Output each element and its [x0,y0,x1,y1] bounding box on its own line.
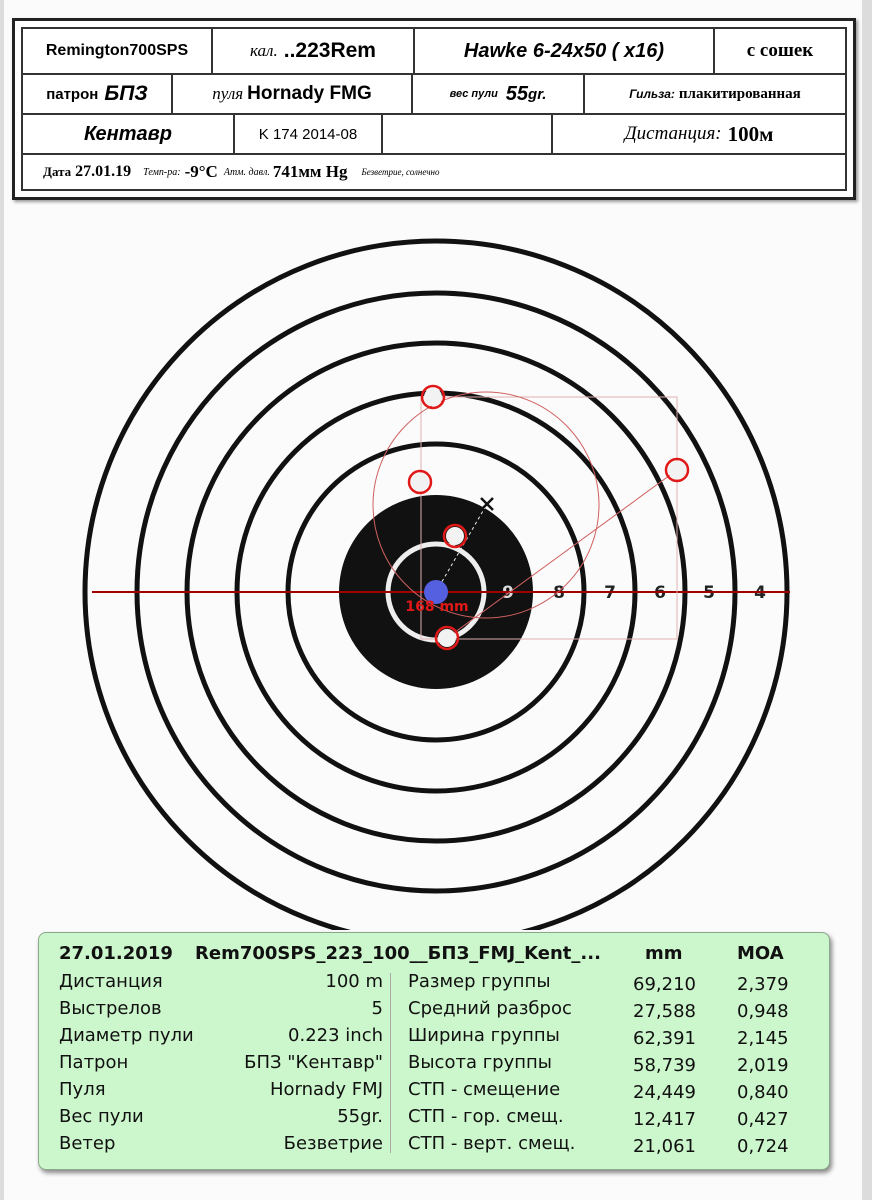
scope: Hawke 6-24x50 ( x16) [415,29,715,73]
stat-mm: 21,061 [633,1136,696,1157]
caliber: ..223Rem [283,39,376,62]
cartridge: БПЗ [104,82,148,105]
stat-label: Дистанция [59,971,163,992]
stat-label: Патрон [59,1052,129,1073]
distance-cell: Дистанция: 100м [553,115,845,153]
offset-line [435,503,488,593]
caliber-label: кал. [250,41,278,60]
date: 27.01.19 [75,163,132,180]
distance: 100м [727,121,774,146]
bullet-hole [668,461,686,479]
bullet: Hornady FMG [247,83,372,104]
stat-value: 0.223 inch [288,1025,383,1046]
stat-moa: 2,019 [737,1055,789,1076]
shot-marker [442,523,468,549]
stat-label: Средний разброс [408,998,572,1019]
stats-date: 27.01.2019 [59,943,173,964]
group-box [420,396,678,640]
case: плакитированная [678,85,801,102]
cartridge-cell: патрон БПЗ [23,75,173,113]
bullet-hole [438,629,456,647]
col-mm: mm [645,943,683,964]
stat-moa: 0,948 [737,1001,789,1022]
stat-label: СТП - верт. смещ. [408,1133,576,1154]
case-label: Гильза: [629,87,675,101]
stat-label: Вес пули [59,1106,144,1127]
aim-point [424,580,448,604]
stat-label: СТП - смещение [408,1079,561,1100]
lot: K 174 2014-08 [235,115,383,153]
stat-moa: 0,840 [737,1082,789,1103]
stat-value: Безветрие [283,1133,383,1154]
pressure: 741мм Hg [272,162,348,181]
stat-label: Ширина группы [408,1025,560,1046]
stat-label: Размер группы [408,971,551,992]
shot-marker [420,384,446,410]
col-moa: MOA [737,943,784,964]
conditions: Дата 27.01.19 Темп-ра: -9°C Атм. давл. 7… [23,155,845,189]
date-label: Дата [43,164,72,179]
stat-label: СТП - гор. смещ. [408,1106,564,1127]
bullet-weight-cell: вес пули 55 gr. [413,75,585,113]
stat-label: Выстрелов [59,998,162,1019]
stat-moa: 2,145 [737,1028,789,1049]
stat-label: Пуля [59,1079,106,1100]
stat-moa: 2,379 [737,974,789,995]
stat-value: 55gr. [337,1106,383,1127]
bullet-weight-unit: gr. [528,85,547,103]
group-center-icon [480,497,494,511]
stat-mm: 24,449 [633,1082,696,1103]
bullet-hole [424,388,442,406]
pressure-label: Атм. давл. [223,166,270,178]
stat-mm: 69,210 [633,974,696,995]
shot-marker [664,457,690,483]
caliber-cell: кал. ..223Rem [213,29,415,73]
shot-marker [434,625,460,651]
offset-label: 168 mm [405,599,468,615]
stat-moa: 0,427 [737,1109,789,1130]
stat-mm: 62,391 [633,1028,696,1049]
support: с сошек [746,40,814,61]
stat-mm: 27,588 [633,1001,696,1022]
temp-label: Темп-ра: [143,166,181,178]
bullet-hole [411,473,429,491]
stat-label: Высота группы [408,1052,552,1073]
temp: -9°C [184,162,218,181]
stats-file: Rem700SPS_223_100__БПЗ_FMJ_Kent_... [195,943,601,964]
bullet-label: пуля [212,84,244,103]
group-circle [372,391,600,619]
bullet-cell: пуля Hornady FMG [173,75,413,113]
bullet-hole [446,527,464,545]
stat-moa: 0,724 [737,1136,789,1157]
header-table: Remington700SPS кал. ..223Rem Hawke 6-24x… [12,18,856,200]
bullet-weight: 55 [505,82,529,105]
stat-label: Ветер [59,1133,116,1154]
stat-mm: 12,417 [633,1109,696,1130]
stat-mm: 58,739 [633,1055,696,1076]
stat-value: БПЗ "Кентавр" [244,1052,383,1073]
rifle: Remington700SPS [23,29,213,73]
stats-panel: 27.01.2019 Rem700SPS_223_100__БПЗ_FMJ_Ke… [38,932,830,1170]
stat-value: 5 [371,998,383,1019]
weather: Безветрие, солнечно [361,167,440,177]
shot-marker [407,469,433,495]
empty-cell [383,115,553,153]
target: 9 8 7 6 5 4 168 mm [82,238,790,930]
divider [390,973,391,1153]
case-cell: Гильза: плакитированная [585,75,845,113]
bullet-weight-label: вес пули [449,88,498,100]
cartridge-label: патрон [46,85,99,103]
max-spread-line [446,469,678,639]
distance-label: Дистанция: [624,123,722,144]
stat-value: 100 m [325,971,383,992]
stat-value: Hornady FMJ [269,1079,383,1100]
stat-label: Диаметр пули [59,1025,194,1046]
brand: Кентавр [23,115,235,153]
